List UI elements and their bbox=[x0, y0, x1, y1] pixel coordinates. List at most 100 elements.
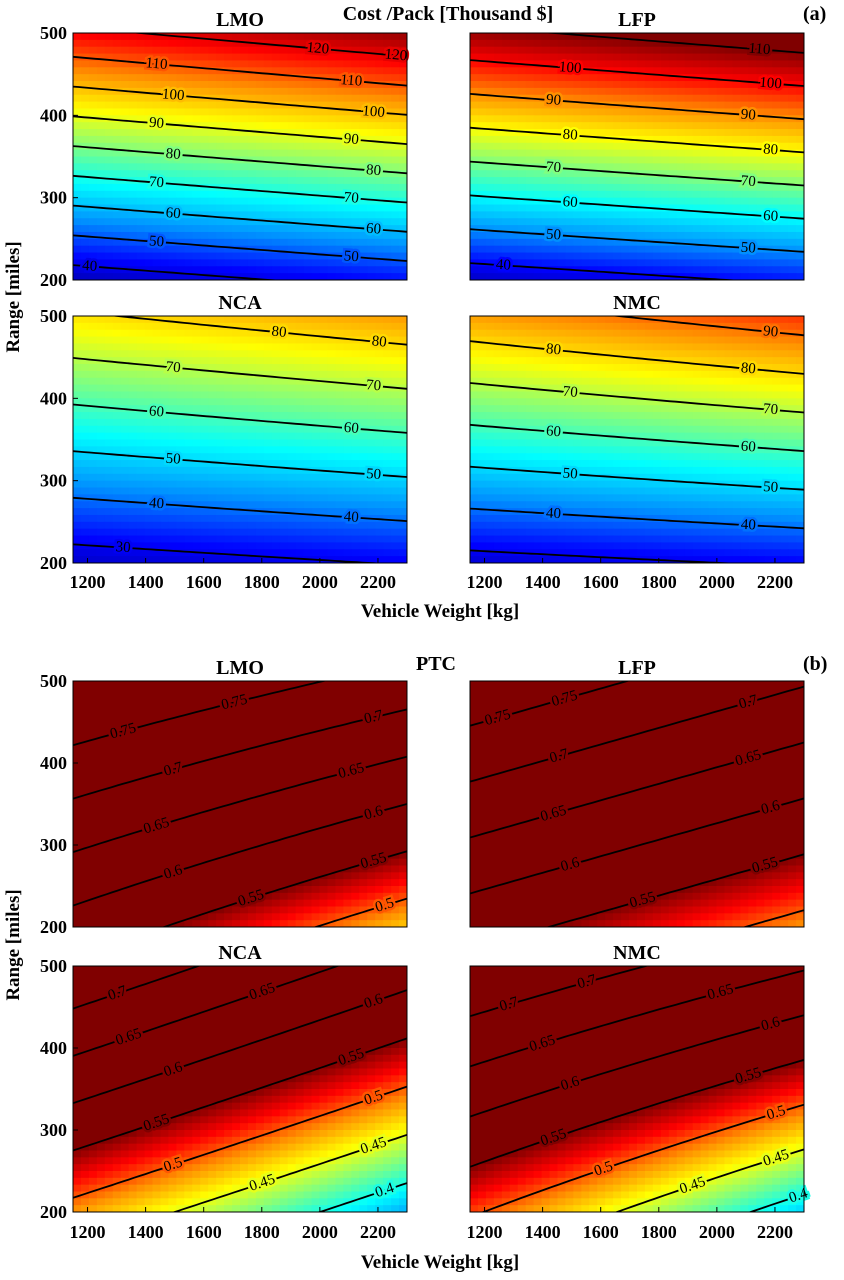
contour-label: 80 bbox=[271, 324, 287, 341]
contours bbox=[73, 33, 407, 280]
heatmap bbox=[470, 681, 804, 927]
contour-line-70 bbox=[470, 160, 804, 187]
axes-frame bbox=[72, 32, 408, 281]
contour-label: 40 bbox=[546, 505, 562, 522]
contour-label: 80 bbox=[371, 333, 387, 350]
subplot-nmc: 0.40.450.450.50.50.550.550.60.60.650.650… bbox=[467, 942, 813, 1242]
contour-label: 70 bbox=[762, 401, 778, 418]
contour-label: 60 bbox=[343, 420, 359, 437]
x-tick-label: 1800 bbox=[244, 1222, 280, 1242]
contour-line-40 bbox=[73, 496, 407, 522]
axes-frame bbox=[469, 680, 805, 928]
contour-label: 110 bbox=[145, 55, 168, 73]
contour-line-0.5 bbox=[312, 897, 407, 927]
contour-line-0.7 bbox=[73, 708, 407, 800]
y-tick-label: 300 bbox=[40, 835, 67, 855]
contour-line-0.55 bbox=[73, 1037, 407, 1152]
x-tick-label: 2000 bbox=[699, 572, 735, 592]
contour-line-0.75 bbox=[470, 681, 631, 727]
contour-line-90 bbox=[73, 115, 407, 145]
contour-line-0.5 bbox=[73, 1085, 407, 1199]
contour-line-90 bbox=[470, 93, 804, 121]
contour-line-100 bbox=[470, 59, 804, 87]
panel-b-ptc: 0.50.550.550.60.60.650.650.70.70.750.75L… bbox=[40, 657, 813, 1242]
contour-label: 120 bbox=[306, 40, 330, 58]
y-tick-label: 500 bbox=[40, 23, 67, 43]
contour-label: 50 bbox=[545, 227, 561, 244]
contour-label: 80 bbox=[365, 162, 381, 179]
contour-line-0.7 bbox=[470, 685, 804, 783]
x-tick-label: 1600 bbox=[583, 1222, 619, 1242]
x-tick-label: 1200 bbox=[70, 572, 106, 592]
x-tick-label: 1200 bbox=[70, 1222, 106, 1242]
contour-line-60 bbox=[470, 423, 804, 452]
contour-label: 100 bbox=[161, 86, 185, 104]
contour-line-0.5 bbox=[741, 909, 804, 927]
contour-line-100 bbox=[73, 85, 407, 116]
contour-label: 60 bbox=[562, 194, 578, 211]
contour-line-40 bbox=[73, 264, 282, 280]
contour-label: 50 bbox=[763, 479, 779, 496]
panel-b-label: (b) bbox=[803, 653, 827, 675]
contour-line-0.65 bbox=[470, 969, 804, 1068]
contour-label: 60 bbox=[148, 403, 164, 420]
y-tick-label: 500 bbox=[40, 671, 67, 691]
contour-line-0.6 bbox=[73, 803, 407, 907]
contour-label: 80 bbox=[763, 141, 779, 158]
axes-frame bbox=[469, 32, 805, 281]
x-tick-label: 2000 bbox=[699, 1222, 735, 1242]
contour-label: 50 bbox=[740, 240, 756, 257]
contour-label: 110 bbox=[340, 72, 363, 90]
subplot-title: NMC bbox=[613, 942, 661, 964]
contours bbox=[470, 966, 804, 1212]
contour-label: 100 bbox=[558, 59, 582, 77]
contour-line-0.55 bbox=[161, 850, 407, 927]
contour-line-0.65 bbox=[73, 966, 341, 1057]
panel-a-title: Cost /Pack [Thousand $] bbox=[343, 3, 554, 25]
contour-label: 50 bbox=[148, 233, 164, 250]
contour-label: 120 bbox=[384, 46, 408, 64]
panel-b-title: PTC bbox=[416, 653, 456, 675]
contour-line-60 bbox=[73, 403, 407, 434]
panel-a-xlabel: Vehicle Weight [kg] bbox=[361, 601, 519, 622]
panel-a-label: (a) bbox=[803, 3, 826, 25]
y-tick-label: 300 bbox=[40, 1120, 67, 1140]
contour-line-0.55 bbox=[470, 1059, 804, 1168]
panel-b-xlabel: Vehicle Weight [kg] bbox=[361, 1252, 519, 1273]
y-tick-label: 400 bbox=[40, 105, 67, 125]
subplot-title: LFP bbox=[618, 657, 656, 679]
contour-label: 90 bbox=[740, 107, 756, 124]
axes-frame bbox=[469, 315, 805, 564]
contour-line-0.55 bbox=[545, 853, 804, 927]
x-tick-label: 1200 bbox=[467, 1222, 503, 1242]
contour-line-40 bbox=[470, 262, 741, 280]
y-tick-label: 200 bbox=[40, 917, 67, 937]
contours bbox=[470, 33, 804, 280]
contour-label: 50 bbox=[366, 466, 382, 483]
y-tick-label: 400 bbox=[40, 1038, 67, 1058]
contour-label: 60 bbox=[740, 438, 756, 455]
contour-line-80 bbox=[73, 145, 407, 175]
heatmap bbox=[73, 316, 407, 563]
contour-line-0.65 bbox=[470, 741, 804, 839]
subplot-title: LMO bbox=[216, 9, 264, 31]
y-tick-label: 300 bbox=[40, 471, 67, 491]
x-tick-label: 1600 bbox=[186, 1222, 222, 1242]
subplot-title: NMC bbox=[613, 292, 661, 314]
contour-labels: 30 40 40 50 50 60 60 70 70 80 80 bbox=[113, 321, 390, 558]
contour-line-0.75 bbox=[73, 681, 328, 747]
contour-line-60 bbox=[73, 204, 407, 233]
contour-line-0.65 bbox=[73, 755, 407, 853]
contour-labels: 40 40 50 50 60 60 70 70 80 80 90 bbox=[543, 321, 782, 536]
contour-line-110 bbox=[73, 55, 407, 87]
contour-label: 40 bbox=[495, 257, 511, 274]
x-tick-label: 1400 bbox=[525, 1222, 561, 1242]
contour-line-0.6 bbox=[470, 797, 804, 895]
subplot-lmo: 0.50.550.550.60.60.650.650.70.70.750.75L… bbox=[40, 657, 408, 937]
y-tick-label: 300 bbox=[40, 188, 67, 208]
contour-label: 60 bbox=[366, 221, 382, 238]
